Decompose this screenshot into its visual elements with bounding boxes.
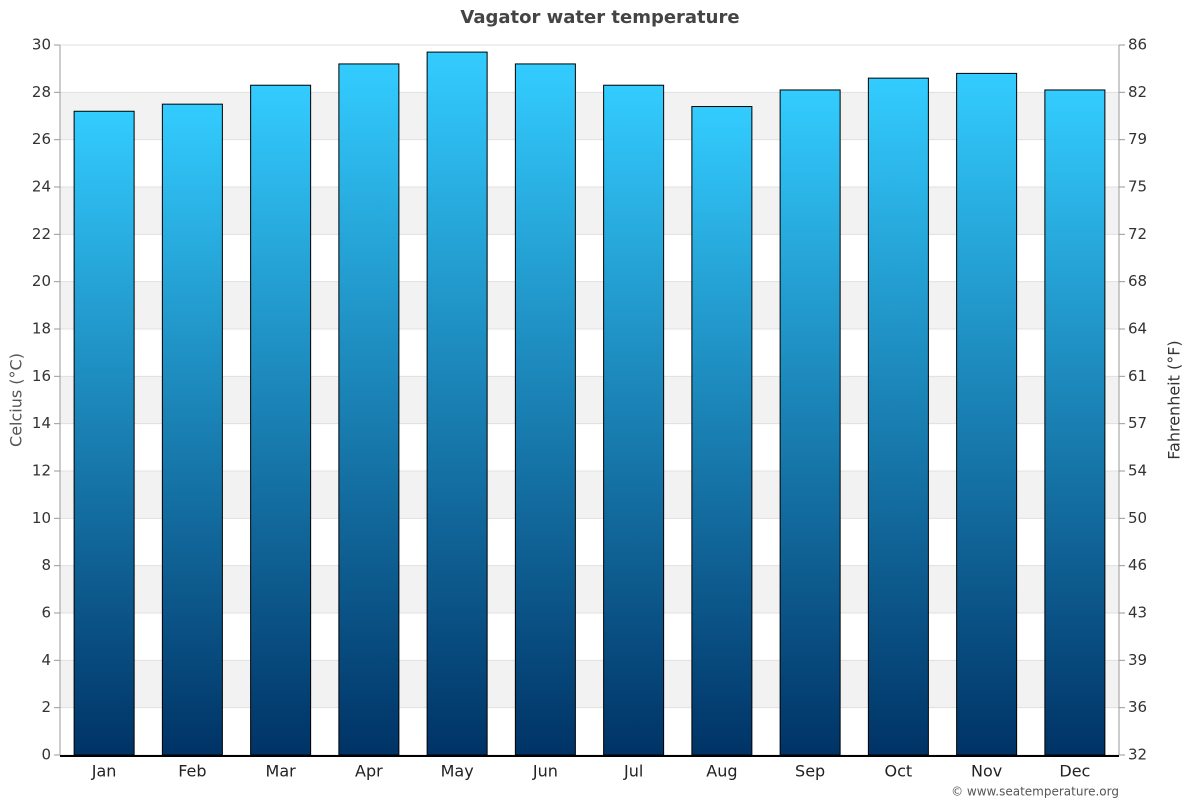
bar — [161, 103, 223, 756]
y2-axis-label: Fahrenheit (°F) — [1165, 340, 1184, 459]
y-tick-label: 20 — [32, 272, 51, 290]
y-tick-label: 18 — [32, 320, 51, 338]
y2-tick-label: 72 — [1128, 225, 1147, 243]
x-tick-label: Nov — [971, 762, 1002, 781]
y-tick-label: 22 — [32, 225, 51, 243]
grid-band — [60, 92, 1119, 140]
bar — [514, 63, 576, 756]
x-tick-label: Sep — [795, 762, 825, 781]
bar — [1044, 89, 1106, 756]
x-tick-label: Jun — [532, 762, 558, 781]
x-tick-label: Jan — [91, 762, 117, 781]
y-tick-label: 4 — [41, 651, 51, 669]
y2-tick-label: 46 — [1128, 556, 1147, 574]
y2-tick-label: 43 — [1128, 604, 1147, 622]
x-tick-label: Apr — [355, 762, 383, 781]
x-tick-label: Jul — [623, 762, 643, 781]
credit: © www.seatemperature.org — [951, 785, 1119, 799]
chart-title: Vagator water temperature — [460, 7, 739, 28]
y-tick-label: 16 — [32, 367, 51, 385]
y-axis-label: Celcius (°C) — [7, 353, 26, 447]
grid-band — [60, 471, 1119, 519]
y-tick-label: 2 — [41, 698, 51, 716]
y-tick-label: 24 — [32, 178, 51, 196]
y2-tick-label: 82 — [1128, 83, 1147, 101]
y2-tick-label: 86 — [1128, 36, 1147, 54]
x-tick-label: Aug — [706, 762, 737, 781]
grid-band — [60, 660, 1119, 708]
x-tick-label: Feb — [178, 762, 206, 781]
y-tick-label: 26 — [32, 130, 51, 148]
bar — [73, 110, 135, 756]
bar — [691, 106, 753, 756]
y2-tick-label: 75 — [1128, 178, 1147, 196]
y2-tick-label: 61 — [1128, 367, 1147, 385]
x-tick-label: Oct — [885, 762, 913, 781]
bar — [603, 84, 665, 756]
x-tick-label: Dec — [1059, 762, 1090, 781]
y2-tick-label: 64 — [1128, 320, 1147, 338]
y2-tick-label: 54 — [1128, 462, 1147, 480]
y-tick-label: 8 — [41, 556, 51, 574]
y2-tick-label: 79 — [1128, 130, 1147, 148]
bar — [956, 72, 1018, 756]
y-tick-label: 28 — [32, 83, 51, 101]
bar — [867, 77, 929, 756]
y2-tick-label: 36 — [1128, 698, 1147, 716]
grid-band — [60, 281, 1119, 329]
grid-band — [60, 376, 1119, 424]
grid-band — [60, 187, 1119, 235]
bar — [426, 51, 488, 756]
y-tick-label: 14 — [32, 414, 51, 432]
bar — [338, 63, 400, 756]
y-tick-label: 30 — [32, 36, 51, 54]
y2-tick-label: 57 — [1128, 414, 1147, 432]
y2-tick-label: 50 — [1128, 509, 1147, 527]
y-tick-label: 6 — [41, 604, 51, 622]
y-tick-label: 12 — [32, 462, 51, 480]
y2-tick-label: 68 — [1128, 272, 1147, 290]
y2-tick-label: 32 — [1128, 746, 1147, 764]
x-tick-label: May — [441, 762, 474, 781]
grid-band — [60, 565, 1119, 613]
bar — [250, 84, 312, 756]
y-tick-label: 10 — [32, 509, 51, 527]
bar — [779, 89, 841, 756]
y-tick-label: 0 — [41, 746, 51, 764]
x-tick-label: Mar — [266, 762, 297, 781]
y2-tick-label: 39 — [1128, 651, 1147, 669]
